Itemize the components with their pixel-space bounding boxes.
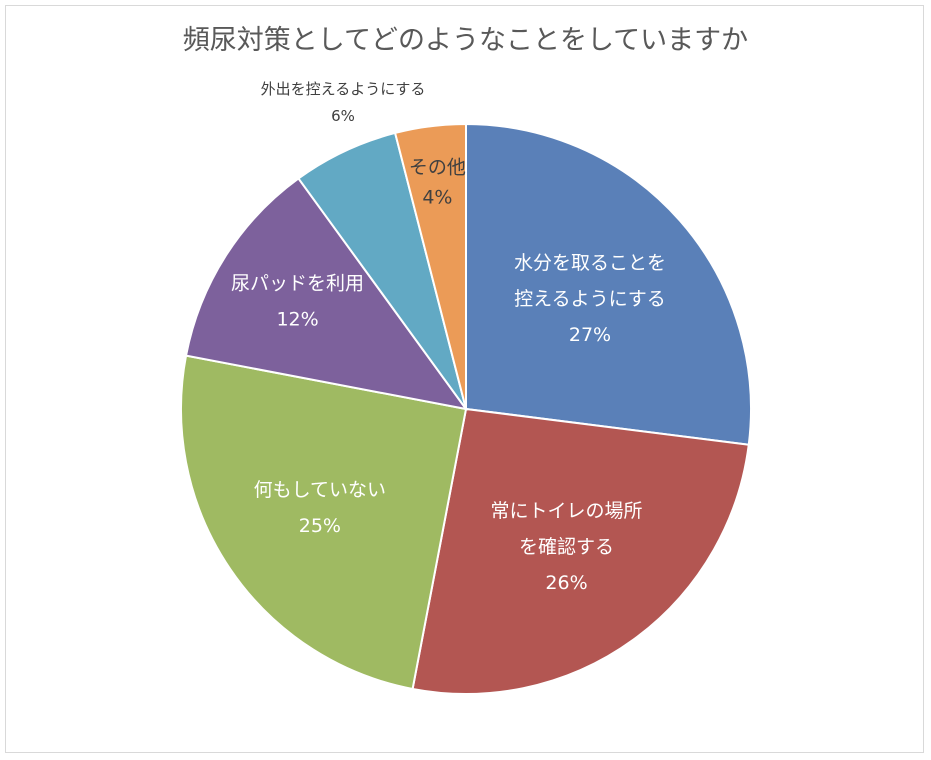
pie-slice-0-name-label: 控えるようにする [514, 288, 666, 310]
pie-slice-2 [180, 354, 468, 691]
pie-slice-5-name-label: その他 [409, 156, 466, 178]
pie-slice-0-value-label: 27% [569, 324, 611, 346]
pie-slice-1-value-label: 26% [545, 572, 587, 594]
pie-slice-4-name-label: 外出を控えるようにする [261, 80, 426, 98]
pie-slice-3 [184, 177, 469, 411]
pie-slice-2-name-label: 何もしていない [254, 479, 386, 501]
pie-slice-0-name-label: 水分を取ることを [514, 252, 666, 274]
chart-title: 頻尿対策としてどのようなことをしていますか [182, 25, 749, 56]
pie-slice-1-name-label: を確認する [519, 536, 614, 558]
pie-slice-5-value-label: 4% [422, 186, 452, 208]
pie-slice-5 [393, 122, 467, 410]
pie-slice-2-value-label: 25% [299, 515, 341, 537]
pie-slice-0 [465, 122, 752, 446]
pie-slice-1 [411, 407, 750, 695]
pie-slice-3-name-label: 尿パッドを利用 [231, 273, 364, 295]
pie-slice-1-name-label: 常にトイレの場所 [491, 500, 643, 522]
pie-slice-3-value-label: 12% [276, 309, 318, 331]
pie-slice-4-value-label: 6% [331, 107, 355, 125]
